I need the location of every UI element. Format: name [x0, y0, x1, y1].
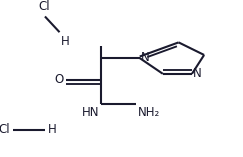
Text: HN: HN [82, 106, 99, 119]
Text: Cl: Cl [0, 123, 10, 136]
Text: Cl: Cl [38, 0, 50, 13]
Text: H: H [61, 35, 70, 48]
Text: N: N [193, 67, 201, 80]
Text: H: H [47, 123, 56, 136]
Text: NH₂: NH₂ [138, 106, 160, 119]
Text: O: O [55, 73, 64, 86]
Text: N: N [140, 51, 149, 64]
